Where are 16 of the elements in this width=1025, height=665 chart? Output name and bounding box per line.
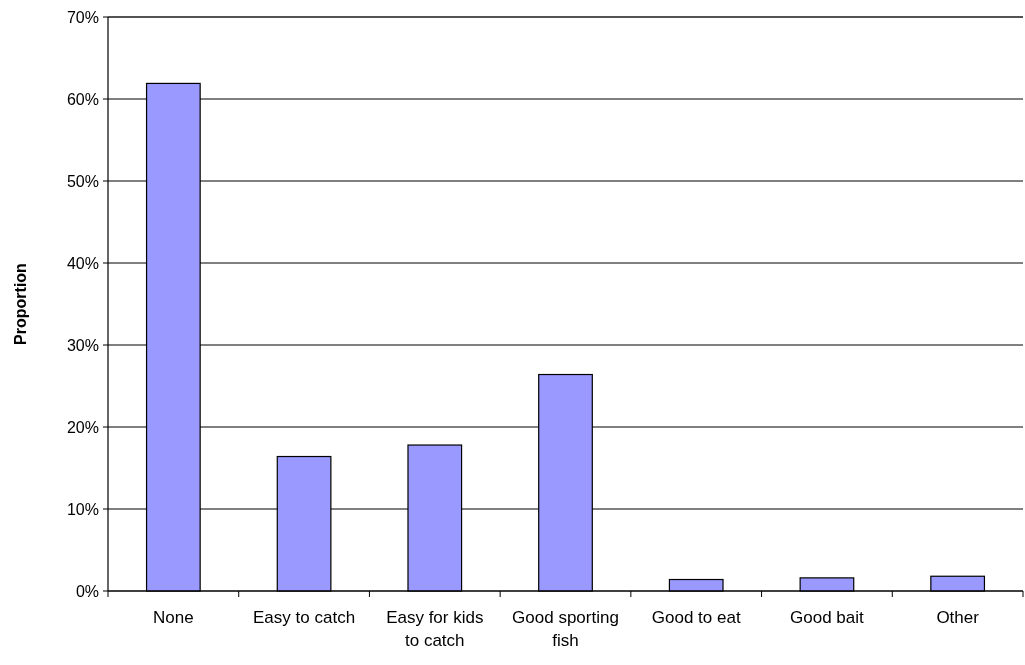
- y-tick-label: 10%: [66, 500, 99, 518]
- y-axis-title: Proportion: [12, 263, 29, 345]
- y-tick-label: 20%: [66, 418, 99, 436]
- y-tick-label: 70%: [66, 8, 99, 26]
- y-tick-label: 30%: [66, 336, 99, 354]
- y-tick-label: 60%: [66, 90, 99, 108]
- x-tick-label: Good sporting fish: [512, 608, 619, 650]
- y-tick-label: 40%: [66, 254, 99, 272]
- x-tick-label: Good bait: [790, 608, 865, 627]
- y-tick-label: 0%: [75, 582, 99, 600]
- x-tick-label: Easy to catch: [253, 608, 356, 627]
- x-tick-label: None: [153, 608, 194, 627]
- x-tick-label: Good to eat: [651, 608, 741, 627]
- y-tick-label: 50%: [66, 172, 99, 190]
- x-tick-label: Other: [936, 608, 980, 627]
- x-tick-label: Easy for kids to catch: [386, 608, 484, 650]
